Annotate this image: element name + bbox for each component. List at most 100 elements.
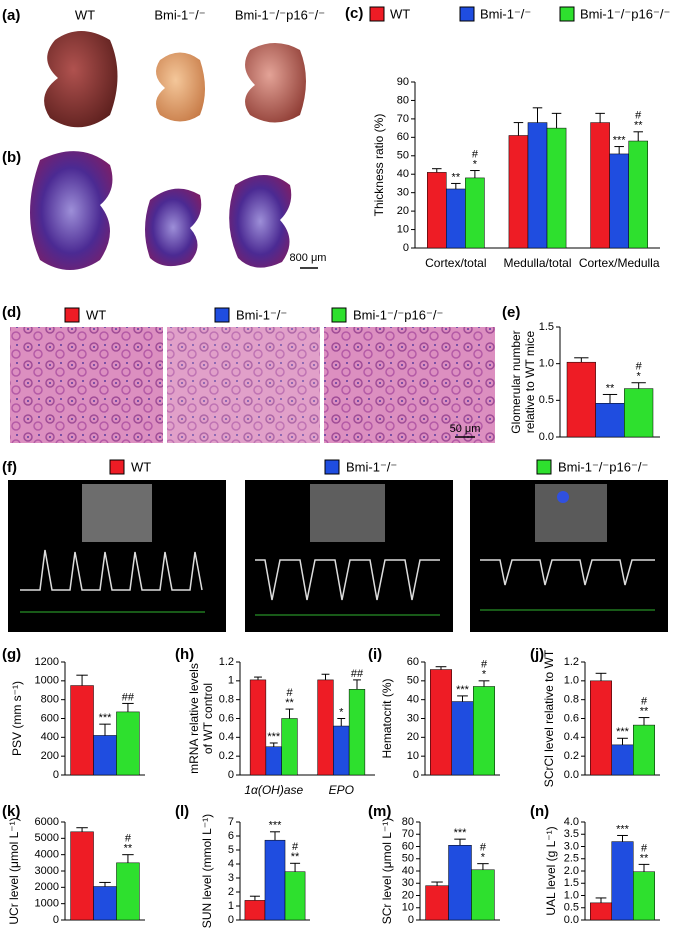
sample-name: Bmi-1⁻/⁻	[154, 7, 205, 22]
bar	[446, 188, 466, 249]
legend-label: WT	[86, 307, 106, 322]
y-axis-label: UCr level (μmol L⁻¹)	[7, 817, 21, 924]
bar	[611, 744, 634, 776]
panel-label: (d)	[2, 304, 21, 321]
significance-label: ***	[616, 726, 630, 738]
x-tick-label: EPO	[329, 783, 354, 797]
panel-label: (j)	[530, 646, 544, 663]
significance-label: **	[606, 382, 615, 394]
y-tick-label: 0	[408, 914, 414, 926]
y-tick-label: 6000	[35, 816, 59, 828]
kidney-section	[145, 188, 202, 267]
significance-label: ***	[267, 731, 281, 743]
y-tick-label: 80	[397, 94, 409, 106]
significance-label: **	[285, 697, 294, 709]
y-tick-label: 6	[228, 830, 234, 842]
y-tick-label: 0.4	[219, 731, 234, 743]
legend-swatch	[369, 6, 385, 22]
bar	[451, 701, 474, 776]
y-tick-label: 5000	[35, 832, 59, 844]
significance-label: #	[635, 110, 642, 122]
y-tick-label: 10	[407, 750, 419, 762]
bar	[317, 679, 334, 776]
legend-label: WT	[131, 459, 151, 474]
y-axis-label: SCr level (μmol L⁻¹)	[380, 818, 394, 925]
y-tick-label: 600	[41, 712, 59, 724]
significance-label: #	[636, 361, 643, 373]
y-tick-label: 50	[407, 675, 419, 687]
y-tick-label: 0.0	[564, 769, 579, 781]
y-tick-label: 1.5	[564, 877, 579, 889]
legend-swatch	[459, 6, 475, 22]
y-tick-label: 80	[402, 816, 414, 828]
y-tick-label: 0.6	[219, 712, 234, 724]
histology-image	[10, 327, 163, 443]
bar	[425, 885, 449, 921]
x-tick-label: Cortex/total	[425, 256, 486, 270]
y-tick-label: 0.5	[564, 902, 579, 914]
y-tick-label: 0.0	[564, 914, 579, 926]
significance-label: #	[286, 687, 293, 699]
significance-label: *	[637, 371, 642, 383]
bar	[595, 403, 625, 438]
x-tick-label: Medulla/total	[503, 256, 571, 270]
sample-name: Bmi-1⁻/⁻p16⁻/⁻	[235, 7, 325, 22]
y-tick-label: 0.5	[539, 394, 554, 406]
significance-label: **	[291, 851, 300, 863]
y-tick-label: 1000	[35, 898, 59, 910]
y-axis-label: PSV (mm s⁻¹)	[10, 681, 24, 756]
legend-label: Bmi-1⁻/⁻p16⁻/⁻	[558, 459, 648, 474]
significance-label: ***	[616, 823, 630, 835]
y-tick-label: 3000	[35, 865, 59, 877]
panel-label: (g)	[2, 646, 21, 663]
bar	[590, 902, 612, 921]
y-tick-label: 0	[53, 914, 59, 926]
significance-label: #	[641, 695, 648, 707]
bar	[633, 871, 655, 921]
significance-label: **	[634, 120, 643, 132]
panel-label: (l)	[175, 803, 189, 820]
y-tick-label: 40	[402, 865, 414, 877]
scale-label: 800 μm	[290, 252, 327, 264]
y-tick-label: 1	[228, 900, 234, 912]
bar	[633, 724, 655, 776]
x-tick-label: 1α(OH)ase	[244, 783, 303, 797]
bar	[546, 127, 567, 249]
y-tick-label: 20	[407, 731, 419, 743]
y-tick-label: 60	[402, 840, 414, 852]
y-tick-label: 40	[397, 168, 409, 180]
y-tick-label: 60	[407, 656, 419, 668]
y-tick-label: 0.4	[564, 731, 579, 743]
y-tick-label: 10	[402, 902, 414, 914]
bar	[70, 831, 94, 921]
y-tick-label: 0.8	[564, 694, 579, 706]
y-tick-label: 4	[228, 858, 234, 870]
legend-swatch	[536, 459, 552, 475]
y-tick-label: 40	[407, 694, 419, 706]
bar	[471, 869, 495, 921]
ultrasound-image	[8, 480, 668, 632]
legend-swatch	[109, 459, 125, 475]
sample-name: WT	[75, 7, 95, 22]
bar	[116, 862, 140, 921]
bar	[333, 725, 350, 776]
kidney-section	[30, 151, 113, 270]
legend-swatch	[64, 307, 80, 323]
y-axis-label: of WT control	[201, 683, 215, 754]
significance-label: ***	[454, 827, 468, 839]
y-tick-label: 1.0	[564, 675, 579, 687]
y-tick-label: 1	[228, 675, 234, 687]
scale-label: 50 μm	[450, 423, 481, 435]
y-axis-label: relative to WT mice	[523, 330, 537, 433]
y-tick-label: 0	[228, 914, 234, 926]
significance-label: #	[472, 148, 479, 160]
y-tick-label: 800	[41, 694, 59, 706]
y-tick-label: 30	[402, 877, 414, 889]
y-axis-label: Hematocrit (%)	[380, 678, 394, 758]
y-tick-label: 60	[397, 131, 409, 143]
legend-label: Bmi-1⁻/⁻p16⁻/⁻	[353, 307, 443, 322]
y-tick-label: 0.2	[219, 750, 234, 762]
legend-swatch	[559, 6, 575, 22]
significance-label: #	[641, 842, 648, 854]
